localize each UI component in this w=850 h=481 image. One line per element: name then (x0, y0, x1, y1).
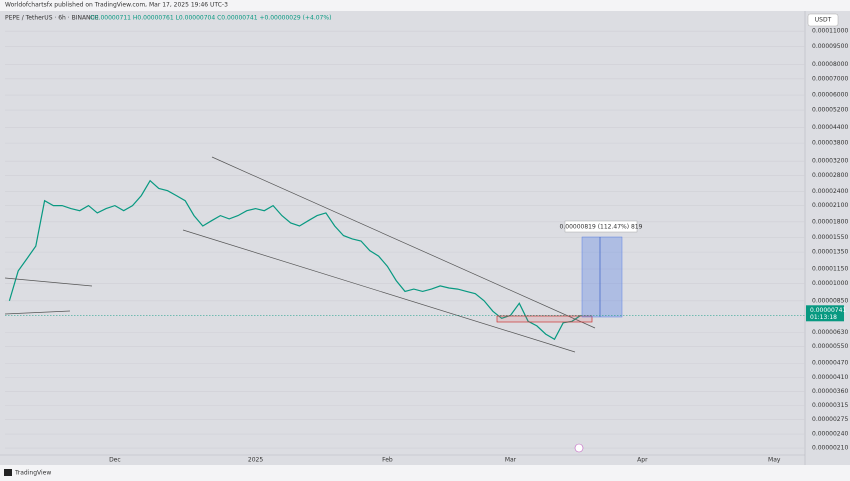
current-price-box (806, 305, 844, 322)
y-tick-label: 0.00002800 (812, 172, 848, 179)
y-tick-label: 0.00004400 (812, 124, 848, 131)
currency[interactable]: USDT (815, 17, 832, 24)
y-tick-label: 0.00011000 (812, 28, 848, 35)
y-tick-label: 0.00008000 (812, 61, 848, 68)
y-tick-label: 0.00002100 (812, 202, 848, 209)
price-line (8, 179, 582, 341)
y-tick-label: 0.00003200 (812, 158, 848, 165)
y-tick-label: 0.00000850 (812, 297, 848, 304)
currency-box[interactable] (807, 13, 839, 27)
y-tick-label: 0.00001000 (812, 280, 848, 287)
y-tick-label: 0.00000240 (812, 431, 848, 438)
y-tick-label: 0.00000550 (812, 343, 848, 350)
trend-line (4, 310, 71, 315)
publisher: Worldofchartsfx published on TradingView… (5, 2, 228, 9)
trend-line (182, 229, 576, 353)
y-tick-label: 0.00001150 (812, 266, 848, 273)
y-tick-label: 0.00005200 (812, 107, 848, 114)
y-tick-label: 0.00001350 (812, 249, 848, 256)
y-tick-label: 0.00000630 (812, 329, 848, 336)
bottom-strip (0, 465, 850, 481)
x-tick-label: Dec (109, 457, 121, 464)
y-tick-label: 0.00007000 (812, 75, 848, 82)
y-tick-label: 0.00009500 (812, 43, 848, 50)
y-tick-label: 0.00003800 (812, 140, 848, 147)
symbol-title: PEPE / TetherUS · 6h · BINANCE (5, 15, 99, 22)
trend-line (4, 277, 93, 287)
trend-line (211, 156, 596, 329)
x-tick-label: 2025 (248, 457, 263, 464)
countdown: 01:13:18 (810, 314, 837, 321)
x-tick-label: Apr (637, 457, 648, 464)
event-icon[interactable] (574, 443, 584, 453)
brand-logo (4, 469, 12, 476)
y-tick-label: 0.00000470 (812, 360, 848, 367)
y-tick-label: 0.00006000 (812, 92, 848, 99)
y-tick-label: 0.00000275 (812, 416, 848, 423)
support-zone (496, 315, 593, 323)
measure-box (581, 236, 623, 318)
top-strip (0, 0, 850, 11)
current-price-label: 0.00000741 (810, 307, 846, 314)
brand: TradingView (14, 470, 51, 477)
measure-label-box (564, 220, 638, 233)
x-tick-label: Mar (505, 457, 517, 464)
y-tick-label: 0.00002400 (812, 188, 848, 195)
y-tick-label: 0.00000315 (812, 402, 848, 409)
ohlc: O0.00000711 H0.00000761 L0.00000704 C0.0… (90, 15, 331, 22)
y-tick-label: 0.00000360 (812, 388, 848, 395)
measure-label: 0.00000819 (112.47%) 819 (560, 224, 643, 231)
y-tick-label: 0.00001800 (812, 218, 848, 225)
y-tick-label: 0.00000410 (812, 374, 848, 381)
y-tick-label: 0.00000210 (812, 445, 848, 452)
y-tick-label: 0.00001550 (812, 234, 848, 241)
x-tick-label: May (768, 457, 781, 464)
x-tick-label: Feb (382, 457, 393, 464)
